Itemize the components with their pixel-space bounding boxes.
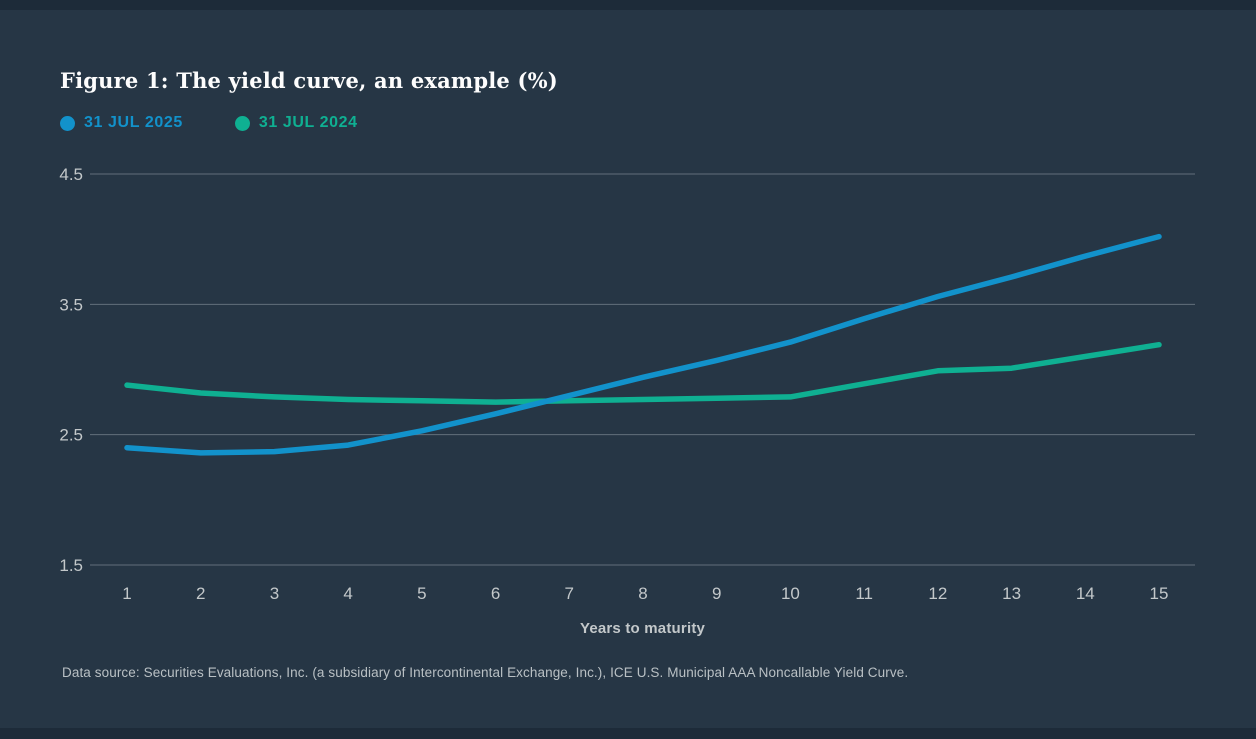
x-tick-label-9: 9: [712, 584, 721, 603]
x-tick-label-2: 2: [196, 584, 205, 603]
x-tick-label-12: 12: [928, 584, 947, 603]
x-axis-title: Years to maturity: [579, 620, 706, 637]
legend: 31 JUL 2025 31 JUL 2024: [60, 114, 358, 132]
x-tick-label-6: 6: [491, 584, 500, 603]
x-tick-label-10: 10: [781, 584, 800, 603]
x-tick-label-3: 3: [270, 584, 279, 603]
chart-title: Figure 1: The yield curve, an example (%…: [60, 68, 558, 94]
y-tick-label-2.5: 2.5: [59, 426, 83, 445]
top-edge-band: [0, 0, 1256, 10]
legend-item-2024: 31 JUL 2024: [234, 114, 358, 132]
legend-label-2024: 31 JUL 2024: [258, 114, 358, 131]
x-tick-label-7: 7: [565, 584, 574, 603]
y-tick-label-4.5: 4.5: [59, 165, 83, 184]
x-tick-label-4: 4: [343, 584, 352, 603]
x-tick-label-15: 15: [1150, 584, 1169, 603]
x-tick-label-11: 11: [855, 584, 873, 603]
legend-item-2025: 31 JUL 2025: [60, 114, 183, 132]
x-tick-label-1: 1: [122, 584, 131, 603]
y-tick-label-3.5: 3.5: [59, 295, 83, 314]
series-line-31-jul-2025: [124, 233, 1162, 456]
x-tick-label-8: 8: [638, 584, 647, 603]
x-tick-label-14: 14: [1076, 584, 1095, 603]
legend-dot-2024: [234, 115, 250, 131]
series-line-31-jul-2024: [124, 341, 1162, 405]
legend-label-2025: 31 JUL 2025: [84, 114, 183, 131]
y-tick-label-1.5: 1.5: [59, 556, 83, 575]
x-tick-label-13: 13: [1002, 584, 1021, 603]
x-tick-label-5: 5: [417, 584, 426, 603]
bottom-edge-band: [0, 728, 1256, 739]
legend-dot-2025: [60, 115, 75, 131]
data-source-note: Data source: Securities Evaluations, Inc…: [62, 665, 909, 680]
